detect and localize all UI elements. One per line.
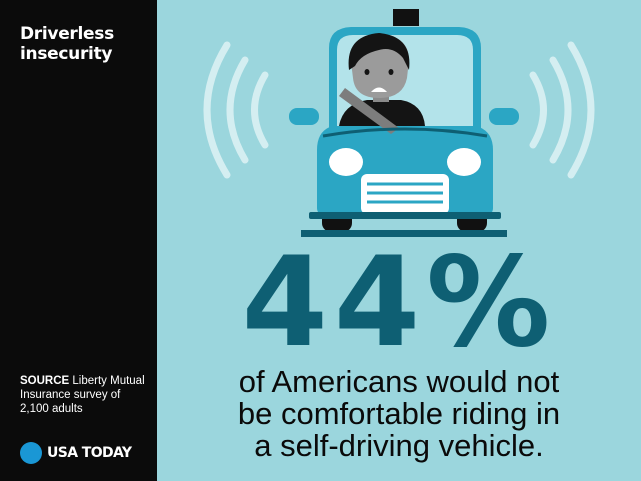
left-mirror (289, 108, 319, 125)
signal-waves-left-icon (203, 41, 269, 179)
stat-line-3: a self-driving vehicle. (254, 428, 544, 463)
seatbelt (339, 88, 399, 134)
right-mirror (489, 108, 519, 125)
roof-sensor (393, 9, 419, 26)
left-headlight (329, 148, 363, 176)
source-note: SOURCE Liberty Mutual Insurance survey o… (20, 374, 150, 416)
sidebar: Driverless insecurity SOURCE Liberty Mut… (0, 0, 157, 481)
stat-line-2: be comfortable riding in (237, 396, 561, 431)
brand-name: USA TODAY (47, 445, 132, 461)
main-panel: 44% of Americans would not be comfortabl… (157, 0, 641, 481)
signal-waves-right-icon (529, 41, 595, 179)
right-headlight (447, 148, 481, 176)
self-driving-car-icon (203, 9, 595, 237)
stat-percentage: 44% (241, 231, 557, 375)
infographic-title: Driverless insecurity (20, 24, 114, 64)
brand-dot-icon (20, 442, 42, 464)
stat-line-1: of Americans would not (238, 364, 560, 399)
worried-passenger-icon (339, 33, 425, 134)
front-bumper (309, 212, 501, 219)
road-line (301, 230, 507, 237)
source-label: SOURCE (20, 375, 70, 387)
stat-statement: of Americans would not be comfortable ri… (157, 366, 641, 462)
source-text: Liberty Mutual Insurance survey of 2,100… (20, 375, 145, 415)
brand-logo: USA TODAY (20, 441, 132, 465)
